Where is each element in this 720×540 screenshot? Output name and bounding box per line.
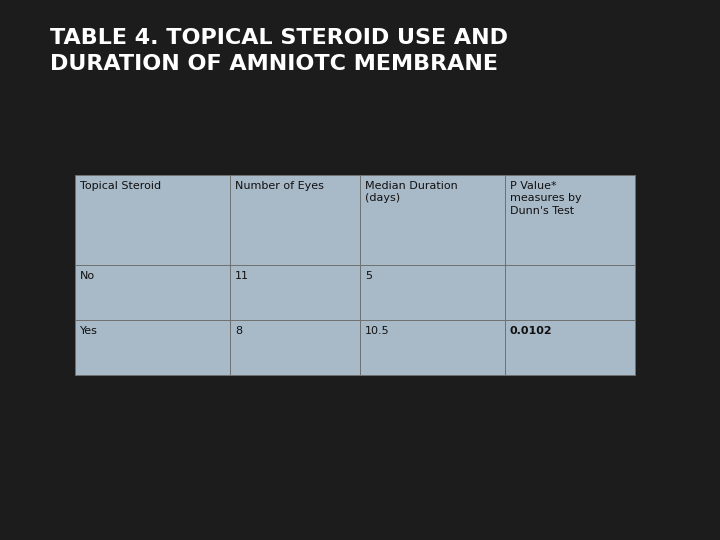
- Bar: [230, 320, 360, 375]
- Bar: [230, 265, 360, 320]
- Text: Median Duration
(days): Median Duration (days): [365, 181, 458, 204]
- Bar: [360, 320, 505, 375]
- Bar: [360, 175, 505, 265]
- Bar: [360, 265, 505, 320]
- Bar: [505, 175, 635, 265]
- Bar: [75, 320, 230, 375]
- Text: 5: 5: [365, 271, 372, 281]
- Bar: [505, 320, 635, 375]
- Text: No: No: [80, 271, 95, 281]
- Text: TABLE 4. TOPICAL STEROID USE AND
DURATION OF AMNIOTC MEMBRANE: TABLE 4. TOPICAL STEROID USE AND DURATIO…: [50, 28, 508, 73]
- Text: Topical Steroid: Topical Steroid: [80, 181, 161, 191]
- Bar: [75, 175, 230, 265]
- Bar: [75, 265, 230, 320]
- Text: Number of Eyes: Number of Eyes: [235, 181, 324, 191]
- Text: 11: 11: [235, 271, 249, 281]
- Text: 10.5: 10.5: [365, 326, 390, 336]
- Text: Yes: Yes: [80, 326, 98, 336]
- Text: 8: 8: [235, 326, 242, 336]
- Bar: [505, 265, 635, 320]
- Bar: [230, 175, 360, 265]
- Text: 0.0102: 0.0102: [510, 326, 553, 336]
- Text: P Value*
measures by
Dunn's Test: P Value* measures by Dunn's Test: [510, 181, 582, 216]
